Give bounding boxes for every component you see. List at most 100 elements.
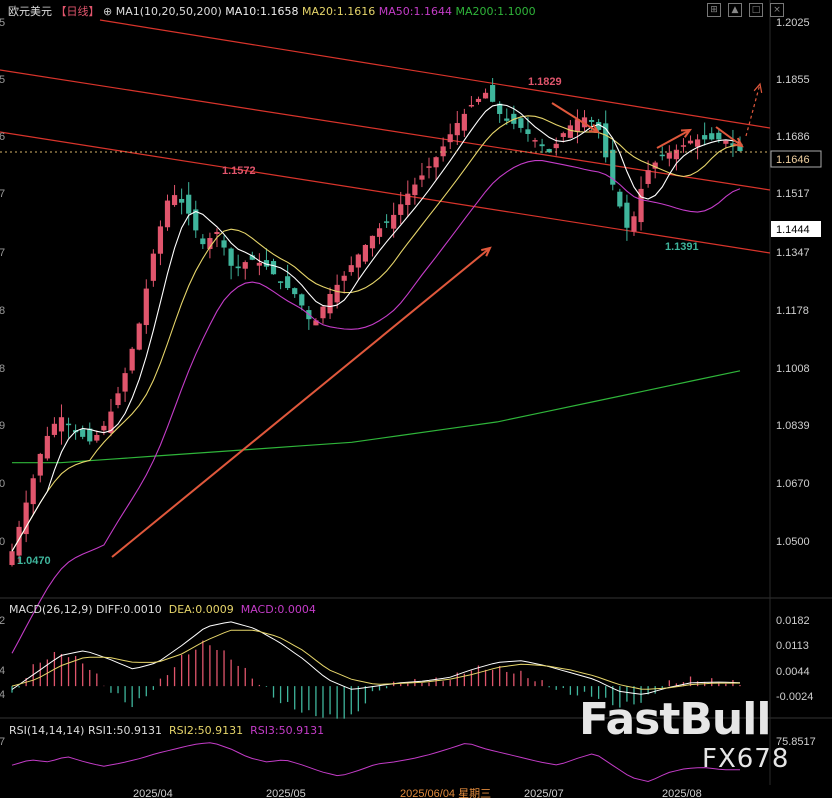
candle-up <box>51 423 58 435</box>
macd-diff-value: DIFF:0.0010 <box>96 603 162 616</box>
maximize-icon[interactable]: □ <box>749 3 763 17</box>
moving-average-layer <box>11 103 741 654</box>
price-tick: 1.1178 <box>776 305 809 317</box>
period-tag[interactable]: 【日线】 <box>55 5 100 18</box>
rsi3-value: RSI3:50.9131 <box>250 724 325 737</box>
candle-down <box>186 194 192 214</box>
macd-axis: 0.0182 0.0113 0.0044 -0.0024 <box>776 615 813 703</box>
pullback-arrow <box>551 102 599 133</box>
svg-text:2025/07: 2025/07 <box>524 788 564 798</box>
fastbull-watermark: FastBull <box>579 694 771 745</box>
candle-up <box>207 238 213 249</box>
svg-text:2025/06/04 星期三: 2025/06/04 星期三 <box>400 787 491 798</box>
rsi-top-tick: 75.8517 <box>776 736 816 748</box>
svg-text:9: 9 <box>0 420 5 432</box>
candle-up <box>532 140 538 142</box>
macd-dea-line <box>11 629 740 690</box>
rsi-header: RSI(14,14,14) RSI1:50.9131 RSI2:50.9131 … <box>9 724 324 737</box>
candle-down <box>730 143 736 146</box>
svg-text:2: 2 <box>0 615 5 627</box>
price-tick: 1.2025 <box>776 17 810 29</box>
svg-text:5: 5 <box>0 17 5 29</box>
current-price-badge: 1.1646 <box>770 150 822 168</box>
candle-down <box>716 132 722 140</box>
macd-title[interactable]: MACD(26,12,9) <box>9 603 93 616</box>
candle-up <box>334 284 340 303</box>
candle-up <box>157 226 164 254</box>
candle-down <box>277 281 284 283</box>
svg-text:1.1646: 1.1646 <box>776 154 810 166</box>
candle-down <box>193 209 199 231</box>
candle-up <box>447 134 453 143</box>
candle-up <box>461 113 467 131</box>
candle-down <box>596 122 602 130</box>
price-annotations: 1.1829 1.1572 1.1391 1.0470 <box>17 76 699 567</box>
fx678-watermark: FX678 <box>702 744 790 774</box>
macd-panel[interactable] <box>11 621 741 719</box>
candle-down <box>249 255 255 260</box>
candle-up <box>30 478 36 505</box>
ma10-value: MA10:1.1658 <box>225 5 299 18</box>
macd-diff-line <box>11 621 741 695</box>
marker-price-badge: 1.1444 <box>771 221 821 237</box>
candle-up <box>391 214 397 229</box>
candle-down <box>737 143 743 151</box>
candle-down <box>80 429 86 437</box>
candle-down <box>546 149 552 153</box>
ma200-value: MA200:1.1000 <box>455 5 536 18</box>
price-tick: 1.0839 <box>776 420 810 432</box>
candle-up <box>482 92 489 99</box>
candle-up <box>723 140 729 144</box>
candle-down <box>659 154 665 157</box>
candle-down <box>518 118 524 128</box>
candle-down <box>292 288 298 295</box>
candle-up <box>44 435 50 459</box>
price-tick: 1.0500 <box>776 536 810 548</box>
candle-up <box>94 434 100 441</box>
candle-down <box>709 133 715 140</box>
candle-up <box>680 145 687 147</box>
macd-value: MACD:0.0004 <box>240 603 316 616</box>
candle-up <box>419 175 425 180</box>
collapse-icon[interactable]: ⊞ <box>707 3 721 17</box>
rsi-panel[interactable] <box>11 742 740 783</box>
close-icon[interactable]: × <box>770 3 784 17</box>
uptrend-arrow <box>111 247 491 558</box>
candle-up <box>256 262 262 266</box>
candle-down <box>221 240 227 248</box>
restore-icon[interactable]: ▲ <box>728 3 742 17</box>
candle-down <box>270 261 277 275</box>
trend-arrow-layer <box>111 82 763 558</box>
settings-icon[interactable]: ⊕ <box>103 5 113 18</box>
candle-up <box>673 149 679 160</box>
candle-up <box>355 254 361 268</box>
svg-text:0: 0 <box>0 536 5 548</box>
svg-text:2025/05: 2025/05 <box>266 788 306 798</box>
channel-line <box>0 69 771 191</box>
candle-up <box>313 320 319 326</box>
candle-up <box>348 265 354 273</box>
candle-down <box>504 118 510 121</box>
candle-up <box>560 133 566 137</box>
candle-up <box>143 288 149 326</box>
candle-up <box>23 502 29 535</box>
svg-text:7: 7 <box>0 247 5 259</box>
rsi-title[interactable]: RSI(14,14,14) <box>9 724 85 737</box>
candle-down <box>539 144 545 147</box>
candle-up <box>341 275 347 281</box>
candle-up <box>171 195 178 206</box>
candle-up <box>405 193 411 205</box>
low-label: 1.1391 <box>665 241 699 253</box>
ma-title[interactable]: MA1(10,20,50,200) <box>115 5 222 18</box>
candle-down <box>702 135 708 140</box>
svg-text:8: 8 <box>0 363 5 375</box>
svg-text:0: 0 <box>0 478 5 490</box>
candle-down <box>525 129 531 134</box>
candle-up <box>320 306 326 319</box>
rsi-line <box>11 742 740 783</box>
price-tick: 1.1855 <box>776 74 810 86</box>
candle-up <box>553 143 559 149</box>
ma20-value: MA20:1.1616 <box>302 5 376 18</box>
candle-up <box>327 293 333 314</box>
